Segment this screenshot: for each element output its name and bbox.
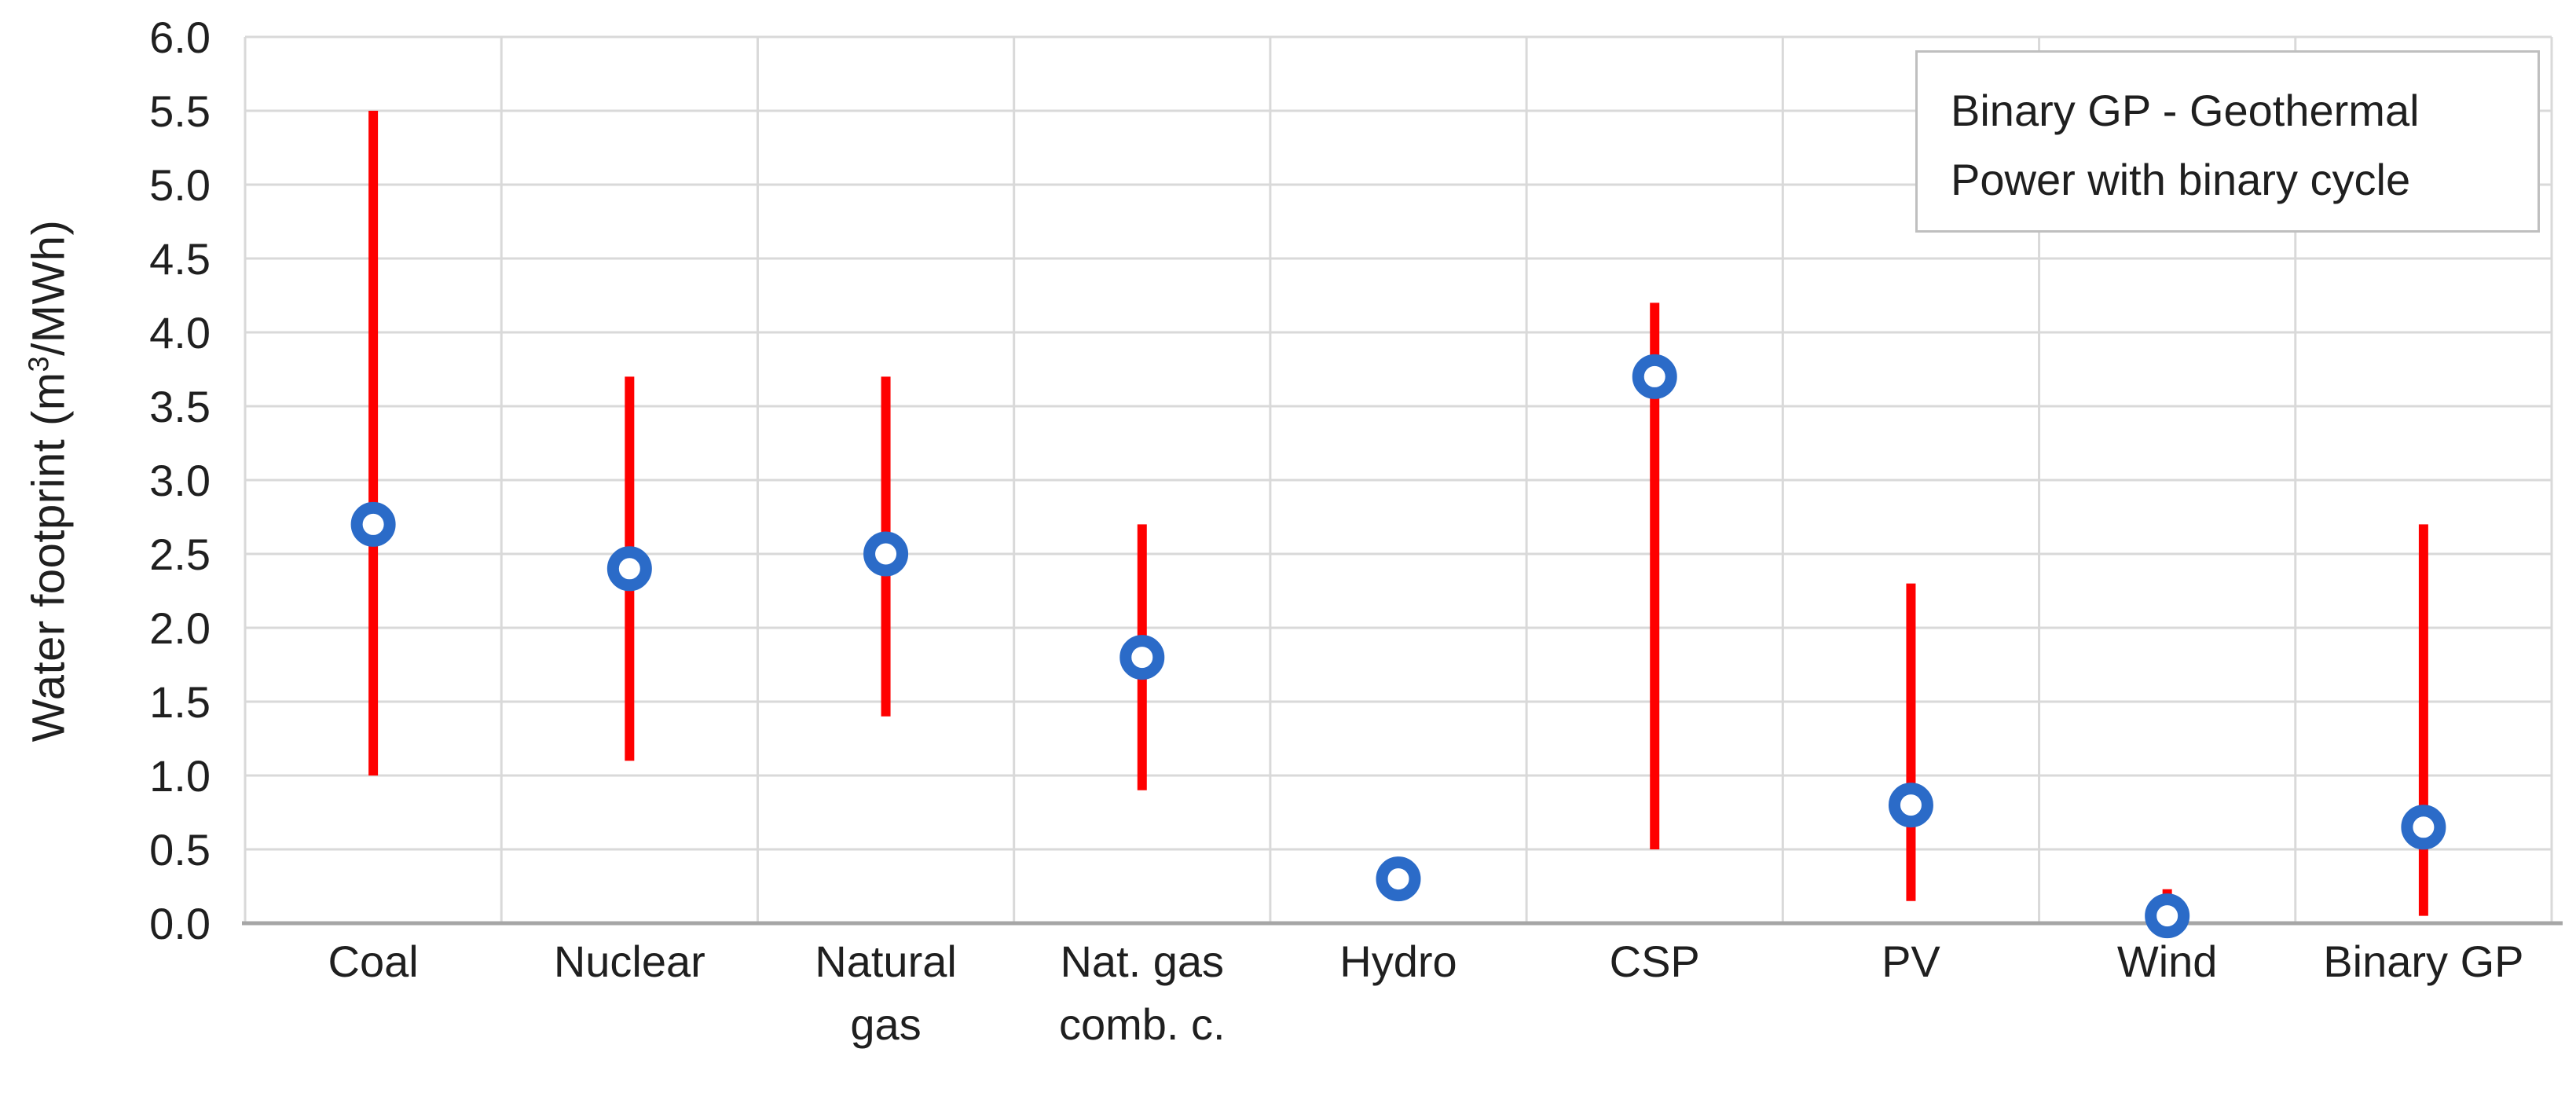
y-tick-label: 2.0	[149, 603, 211, 653]
x-category-label: CSP	[1610, 937, 1700, 986]
y-tick-label: 0.5	[149, 825, 211, 874]
x-category-label: Hydro	[1339, 937, 1457, 986]
legend-line-1: Binary GP - Geothermal	[1951, 86, 2420, 135]
y-tick-label: 1.0	[149, 751, 211, 801]
marker-csp	[1632, 354, 1677, 399]
x-category-label: Wind	[2117, 937, 2218, 986]
marker-wind	[2145, 893, 2190, 939]
y-tick-label: 2.5	[149, 530, 211, 579]
legend-line-2: Power with binary cycle	[1951, 155, 2411, 204]
y-tick-label: 5.5	[149, 86, 211, 136]
marker-coal	[350, 501, 396, 547]
x-category-label: Natural	[815, 937, 957, 986]
x-category-label: comb. c.	[1059, 999, 1226, 1049]
x-category-label: Coal	[328, 937, 419, 986]
y-tick-label: 4.5	[149, 234, 211, 284]
y-tick-label: 1.5	[149, 677, 211, 727]
x-category-label: Nat. gas	[1060, 937, 1224, 986]
y-tick-label: 5.0	[149, 160, 211, 210]
legend-box: Binary GP - Geothermal Power with binary…	[1915, 50, 2540, 233]
y-tick-label: 3.0	[149, 456, 211, 505]
x-category-label: gas	[850, 999, 921, 1049]
y-tick-label: 6.0	[149, 13, 211, 62]
y-tick-label: 3.5	[149, 382, 211, 431]
x-category-label: Binary GP	[2323, 937, 2523, 986]
marker-nuclear	[606, 546, 652, 592]
marker-natgas-combc	[1119, 635, 1165, 680]
marker-hydro	[1376, 856, 1421, 902]
x-category-label: PV	[1882, 937, 1940, 986]
y-tick-label: 4.0	[149, 308, 211, 358]
marker-natural-gas	[863, 531, 909, 577]
marker-binarygp	[2401, 805, 2446, 850]
y-tick-label: 0.0	[149, 899, 211, 948]
marker-pv	[1888, 783, 1933, 828]
x-category-label: Nuclear	[554, 937, 705, 986]
